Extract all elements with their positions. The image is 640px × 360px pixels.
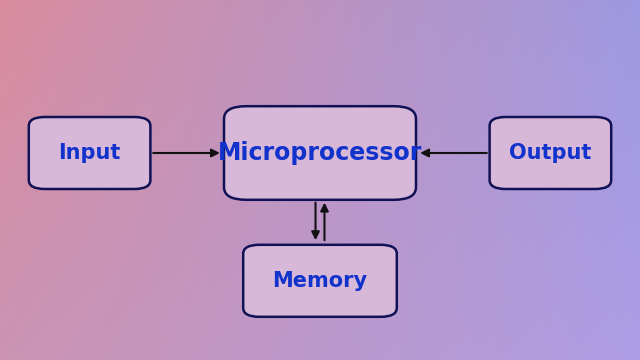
FancyBboxPatch shape [29,117,150,189]
Text: Output: Output [509,143,591,163]
Text: Memory: Memory [273,271,367,291]
FancyBboxPatch shape [243,245,397,317]
FancyBboxPatch shape [490,117,611,189]
Text: Microprocessor: Microprocessor [218,141,422,165]
FancyBboxPatch shape [224,106,416,200]
Text: Input: Input [58,143,121,163]
